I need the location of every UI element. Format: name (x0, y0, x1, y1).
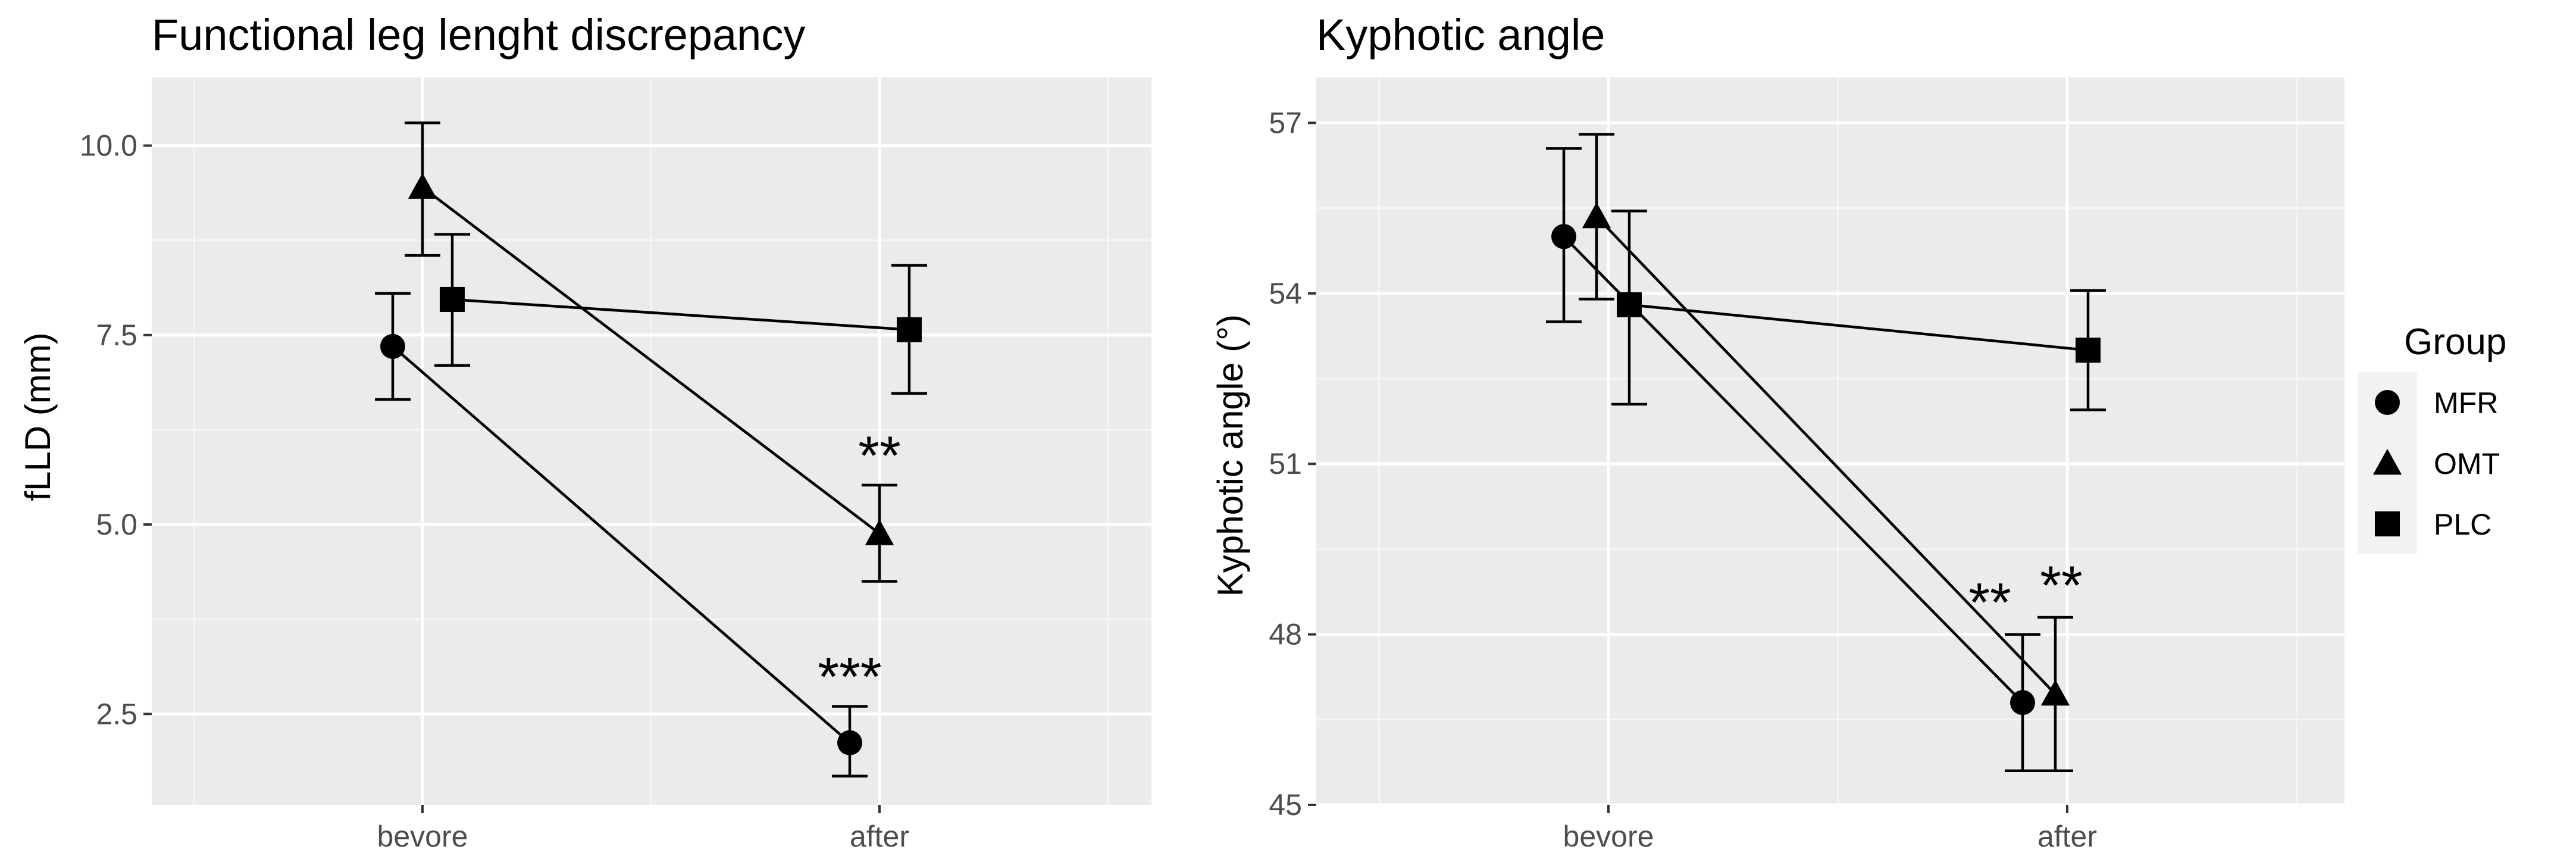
legend-title: Group (2404, 321, 2506, 363)
data-point-plc (440, 286, 465, 312)
data-point-omt (2040, 679, 2070, 706)
y-tick-label: 45 (1269, 788, 1302, 822)
y-tick-label: 7.5 (96, 319, 137, 352)
x-tick-label: after (2037, 820, 2097, 853)
data-point-mfr (837, 730, 862, 755)
chart-title: Kyphotic angle (1316, 10, 1605, 60)
legend-label: OMT (2434, 447, 2500, 480)
chart-title: Functional leg lenght discrepancy (152, 10, 805, 60)
panel-background (1316, 77, 2345, 805)
data-point-plc (2076, 338, 2101, 363)
y-tick-label: 2.5 (96, 697, 137, 730)
panel-kyphotic-angle: ** ** 45 48 51 54 57 bevore after Kyphotic angl… (1210, 10, 2345, 853)
panel-marks: ***** (375, 121, 927, 778)
data-point-mfr (1551, 224, 1576, 249)
y-tick-label: 51 (1269, 447, 1302, 480)
y-tick-label: 54 (1269, 277, 1302, 310)
panel-marks: ** ** (1546, 133, 2106, 772)
legend-label: PLC (2434, 508, 2492, 541)
y-axis-title: Kyphotic angle (°) (1210, 314, 1250, 597)
series-line-plc (452, 298, 910, 332)
data-point-plc (1617, 292, 1642, 317)
significance-label: ** (2040, 555, 2083, 616)
x-tick-label: after (850, 820, 909, 853)
series-line-omt (421, 186, 881, 535)
data-point-plc (897, 317, 922, 342)
panel-axes: 45 48 51 54 57 bevore after (1269, 106, 2097, 853)
significance-label: ** (1968, 573, 2011, 633)
y-tick-label: 5.0 (96, 508, 137, 541)
y-axis-title: fLLD (mm) (18, 332, 58, 501)
y-tick-label: 57 (1269, 106, 1302, 139)
significance-label: *** (818, 647, 881, 708)
legend-label: MFR (2434, 386, 2498, 420)
data-point-omt (865, 519, 894, 545)
data-point-omt (408, 173, 437, 199)
data-point-mfr (2010, 690, 2035, 716)
x-tick-label: bevore (377, 820, 468, 853)
legend-key-circle (2375, 390, 2400, 415)
legend-key-square (2375, 511, 2400, 536)
panel-axes: 2.5 5.0 7.5 10.0 bevore after (80, 129, 909, 853)
legend-items: MFR OMT PLC (2358, 372, 2500, 554)
y-tick-label: 10.0 (80, 129, 137, 163)
y-tick-label: 48 (1269, 618, 1302, 651)
data-point-mfr (380, 333, 405, 359)
panel-grid (152, 77, 1151, 805)
legend-key-triangle (2372, 448, 2402, 475)
series-line-omt (1595, 216, 2057, 695)
significance-label: ** (858, 426, 901, 486)
legend: Group MFR OMT PLC (2358, 321, 2506, 554)
series-line-plc (1629, 303, 2089, 352)
x-tick-label: bevore (1563, 820, 1654, 853)
series-line-mfr (392, 345, 851, 744)
data-point-omt (1582, 202, 1611, 229)
panel-grid (1316, 77, 2345, 807)
